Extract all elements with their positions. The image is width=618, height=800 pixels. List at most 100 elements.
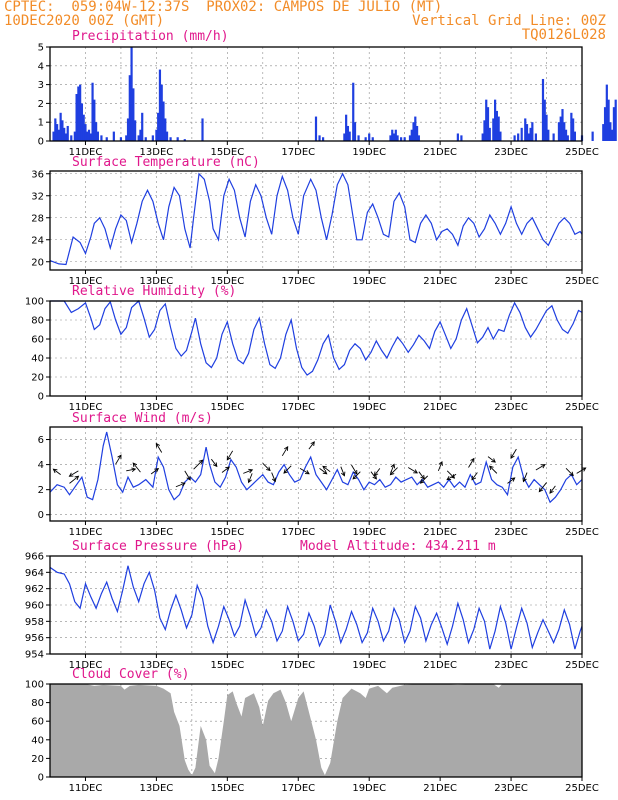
x-tick-label: 25DEC <box>565 527 599 538</box>
precip-bar <box>119 137 123 141</box>
x-tick-label: 15DEC <box>210 527 244 538</box>
y-tick-label: 20 <box>31 257 44 268</box>
precip-bar <box>559 116 562 141</box>
precip-bar <box>485 99 488 141</box>
wind-arrow-head <box>304 470 310 475</box>
x-tick-label: 23DEC <box>494 660 528 671</box>
x-tick-label: 15DEC <box>210 147 244 158</box>
y-tick-label: 60 <box>31 335 44 346</box>
precip-bar <box>112 131 115 141</box>
wind-arrow-head <box>413 469 418 474</box>
precip-bar <box>66 125 69 141</box>
precip-bar <box>552 133 555 141</box>
x-tick-label: 19DEC <box>352 147 386 158</box>
precip-bar <box>412 122 415 141</box>
wind-arrow-head <box>540 464 546 469</box>
x-tick-label: 13DEC <box>140 783 174 794</box>
precip-bar <box>488 127 491 141</box>
precip-bar <box>456 133 459 141</box>
panel-title: Surface Wind (m/s) <box>72 411 213 426</box>
wind-arrow <box>299 467 310 475</box>
precip-bar <box>499 131 502 141</box>
precip-bar <box>368 133 371 141</box>
series-line <box>49 172 583 266</box>
y-tick-label: 960 <box>25 601 44 612</box>
wind-arrow <box>115 454 122 465</box>
precip-bar <box>414 116 417 141</box>
precip-bar <box>357 135 360 141</box>
wind-arrow-head <box>510 454 515 459</box>
precip-bar <box>602 124 605 141</box>
wind-arrow-head <box>226 455 231 461</box>
header-line1: CPTEC: 059:04W-12:37S PROX02: CAMPOS DE … <box>4 0 443 15</box>
x-tick-label: 21DEC <box>423 660 457 671</box>
wind-arrow <box>468 458 475 468</box>
wind-arrow <box>281 446 289 457</box>
precip-bar <box>345 114 348 141</box>
precip-bar <box>603 107 607 141</box>
precip-bar <box>343 133 346 141</box>
wind-arrow-head <box>510 477 516 482</box>
wind-arrow <box>549 485 556 494</box>
precip-bar <box>352 82 355 141</box>
precip-bar <box>169 137 172 141</box>
x-tick-label: 15DEC <box>210 783 244 794</box>
panel-frame <box>49 300 583 397</box>
y-tick-label: 80 <box>31 698 44 709</box>
precip-bar <box>151 135 154 141</box>
x-tick-label: 25DEC <box>565 783 599 794</box>
y-tick-label: 958 <box>25 617 44 628</box>
precip-bar <box>134 120 137 141</box>
wind-arrow <box>184 470 191 481</box>
precip-bar <box>557 122 561 141</box>
wind-arrow <box>53 468 61 475</box>
wind-arrow <box>507 477 515 484</box>
wind-arrow <box>340 466 345 476</box>
precip-bar <box>57 129 60 141</box>
precip-bar <box>525 124 529 141</box>
wind-arrow-head <box>522 477 527 483</box>
header-code: TQ0126L028 <box>521 27 606 43</box>
wind-arrow <box>538 482 547 492</box>
wind-arrow <box>471 472 478 481</box>
wind-arrow-head <box>248 468 254 474</box>
precip-bar <box>513 135 516 141</box>
y-tick-label: 4 <box>38 61 44 72</box>
precip-bar <box>609 122 612 141</box>
precip-bar <box>415 125 419 141</box>
precip-bar <box>392 133 396 141</box>
wind-arrow <box>126 468 136 472</box>
x-tick-label: 21DEC <box>423 276 457 287</box>
wind-arrow-head <box>549 489 554 494</box>
precip-bar <box>128 75 131 141</box>
x-tick-label: 11DEC <box>69 402 103 413</box>
precip-bar <box>321 137 325 141</box>
wind-arrow <box>283 465 292 474</box>
wind-arrow-head <box>131 467 137 472</box>
precip-bar <box>155 129 158 141</box>
wind-arrow <box>150 468 159 475</box>
x-tick-label: 19DEC <box>352 783 386 794</box>
precip-bar <box>364 137 367 141</box>
y-tick-label: 964 <box>25 568 44 579</box>
y-tick-label: 6 <box>38 435 44 446</box>
precip-bar <box>162 101 165 141</box>
x-tick-label: 21DEC <box>423 147 457 158</box>
precip-bar <box>61 120 64 141</box>
x-tick-label: 17DEC <box>281 660 315 671</box>
wind-arrow <box>243 469 253 474</box>
wind-arrow-head <box>212 462 218 468</box>
wind-arrow-head <box>389 470 395 476</box>
y-tick-label: 4 <box>38 460 44 471</box>
x-tick-label: 13DEC <box>140 660 174 671</box>
x-tick-label: 17DEC <box>281 527 315 538</box>
y-tick-label: 100 <box>25 297 44 308</box>
wind-arrow-head <box>155 442 161 448</box>
precip-bar <box>52 131 55 141</box>
wind-arrow-head <box>74 475 80 481</box>
wind-arrow-head <box>310 441 315 446</box>
wind-arrow-head <box>372 474 377 480</box>
wind-arrow <box>132 462 141 473</box>
y-tick-label: 956 <box>25 633 44 644</box>
wind-arrow-head <box>322 465 327 471</box>
